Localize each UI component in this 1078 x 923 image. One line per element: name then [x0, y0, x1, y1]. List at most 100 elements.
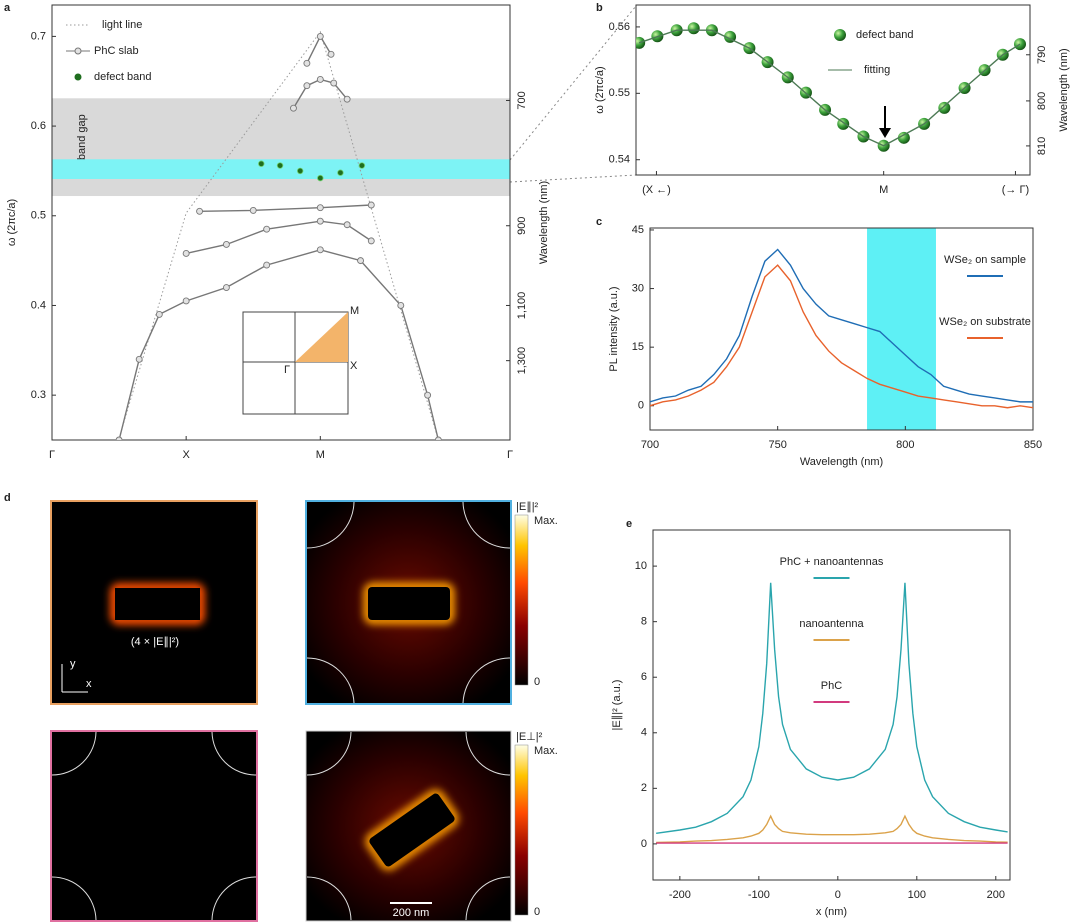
legend-label: defect band — [94, 71, 152, 83]
x-tick-label: Γ — [507, 449, 513, 461]
plot-frame — [649, 227, 1034, 431]
y-tick-label: 6 — [641, 671, 647, 683]
data-point — [938, 101, 951, 114]
data-point — [196, 207, 204, 215]
y2-tick-label: 900 — [516, 217, 528, 235]
x-tick-label: -200 — [669, 889, 691, 901]
shaded-band — [52, 98, 510, 197]
data-point — [155, 310, 163, 318]
shaded-band — [52, 159, 510, 179]
series-line — [656, 582, 1008, 835]
data-point — [135, 355, 143, 363]
y-tick-label: 0.54 — [609, 154, 630, 166]
x-tick-label: 850 — [1024, 439, 1042, 451]
data-point — [367, 237, 375, 245]
x-tick-label: -100 — [748, 889, 770, 901]
data-point — [687, 22, 700, 35]
plot-frame — [51, 4, 511, 441]
data-point — [222, 284, 230, 291]
x-tick-label: 200 — [987, 889, 1005, 901]
x-tick-label: M — [316, 449, 325, 461]
chart: (X ←) M (→ Γ) 0.54 0.55 0.56 790 800 810 ω (2πc/a… — [594, 4, 1070, 196]
data-point — [316, 204, 324, 212]
legend-label: PhC — [821, 680, 842, 692]
plot-area — [650, 248, 1033, 409]
data-point — [303, 59, 311, 67]
data-point — [337, 169, 344, 176]
y-tick-label: 2 — [641, 782, 647, 794]
y2-axis-label: Wavelength (nm) — [1058, 48, 1070, 131]
legend-marker — [74, 47, 82, 55]
data-point — [115, 436, 123, 440]
legend-label: PhC slab — [94, 45, 139, 57]
data-point — [222, 241, 230, 248]
data-point — [182, 249, 190, 257]
colorbar-title: |E∥|² — [516, 501, 539, 513]
y-tick-label: 0.6 — [31, 120, 46, 132]
x-tick-label: (→ Γ) — [1002, 184, 1029, 196]
data-point — [1014, 38, 1027, 51]
data-point — [897, 131, 910, 144]
data-point — [358, 162, 366, 169]
legend-label: nanoantenna — [799, 618, 864, 630]
data-point — [316, 217, 324, 225]
inset-label: Γ — [284, 364, 290, 376]
plot-frame — [652, 529, 1011, 881]
data-point — [182, 297, 190, 305]
series-line — [656, 814, 1008, 844]
panel-label: d — [4, 492, 11, 504]
y-tick-label: 0.4 — [31, 299, 46, 311]
x-tick-label: 800 — [896, 439, 914, 451]
panel-label: e — [626, 518, 632, 530]
x-tick-label: (X ←) — [642, 184, 671, 196]
y-tick-label: 0.7 — [31, 30, 46, 42]
x-tick-label: 700 — [641, 439, 659, 451]
y-axis-label: ω (2πc/a) — [6, 199, 18, 246]
x-tick-label: X — [182, 449, 190, 461]
y2-tick-label: 700 — [516, 91, 528, 109]
x-tick-label: 100 — [908, 889, 926, 901]
axis-y: y — [70, 658, 76, 670]
x-tick-label: 0 — [835, 889, 841, 901]
data-point — [249, 206, 257, 214]
y-tick-label: 0.56 — [609, 21, 630, 33]
plot-frame — [635, 4, 1031, 176]
y-axis-label: ω (2πc/a) — [594, 66, 606, 113]
inset-label: X — [350, 360, 358, 372]
data-point — [343, 95, 351, 103]
y2-tick-label: 1,100 — [516, 292, 528, 320]
shade-label: band gap — [76, 114, 88, 160]
y-tick-label: 8 — [641, 616, 647, 628]
panel-label: c — [596, 216, 602, 228]
y-axis-label: PL intensity (a.u.) — [608, 286, 620, 371]
y2-tick-label: 1,300 — [516, 347, 528, 375]
chart: -200 -100 0 100 200 0 2 4 6 8 10 x (nm) |E∥|² (a.u.)… — [611, 529, 1011, 918]
series-line — [118, 30, 439, 439]
legend-label: WSe₂ on substrate — [939, 316, 1031, 328]
data-point — [263, 225, 271, 233]
legend-label: WSe₂ on sample — [944, 254, 1026, 266]
chart: band gap Γ X M Γ 0.3 0.4 0.5 0.6 0.7 700 900 1,100 1,… — [6, 4, 550, 461]
data-point — [290, 104, 297, 112]
zoom-connectors — [509, 5, 637, 183]
y-tick-label: 4 — [641, 727, 647, 739]
colorbar-max: Max. — [534, 515, 558, 527]
scale-bar: 200 nm — [393, 907, 430, 919]
data-point — [330, 79, 338, 87]
data-point — [258, 160, 265, 167]
data-point — [316, 246, 324, 254]
y-tick-label: 15 — [632, 341, 644, 353]
data-point — [317, 174, 324, 182]
bz-inset: M X Γ — [242, 305, 359, 415]
arrow — [879, 106, 891, 138]
y-tick-label: 0 — [638, 400, 644, 412]
data-point — [316, 75, 324, 83]
colorbar-min: 0 — [534, 906, 540, 918]
data-point — [303, 82, 311, 90]
data-point — [397, 302, 405, 309]
data-point — [296, 167, 304, 175]
data-point — [316, 32, 324, 40]
plot-area — [115, 30, 442, 440]
data-point — [357, 257, 365, 265]
